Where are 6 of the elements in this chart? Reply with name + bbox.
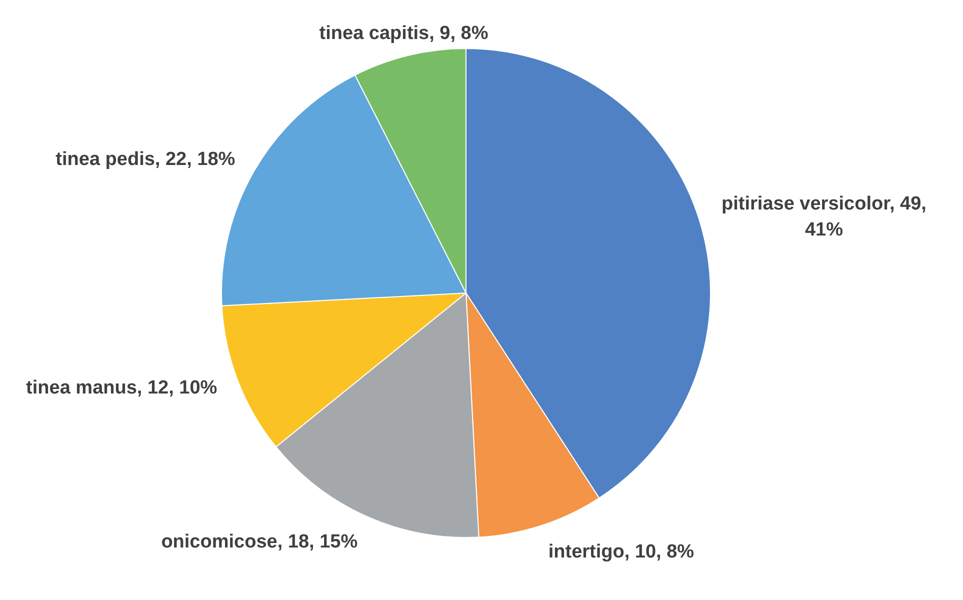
slice-label: tinea pedis, 22, 18% xyxy=(56,148,236,170)
slice-label: pitiriase versicolor, 49, 41% xyxy=(722,194,926,241)
slice-label: tinea capitis, 9, 8% xyxy=(319,23,488,44)
slice-label: intertigo, 10, 8% xyxy=(548,542,694,563)
slice-label: onicomicose, 18, 15% xyxy=(161,532,358,553)
slice-label: tinea manus, 12, 10% xyxy=(26,378,218,399)
